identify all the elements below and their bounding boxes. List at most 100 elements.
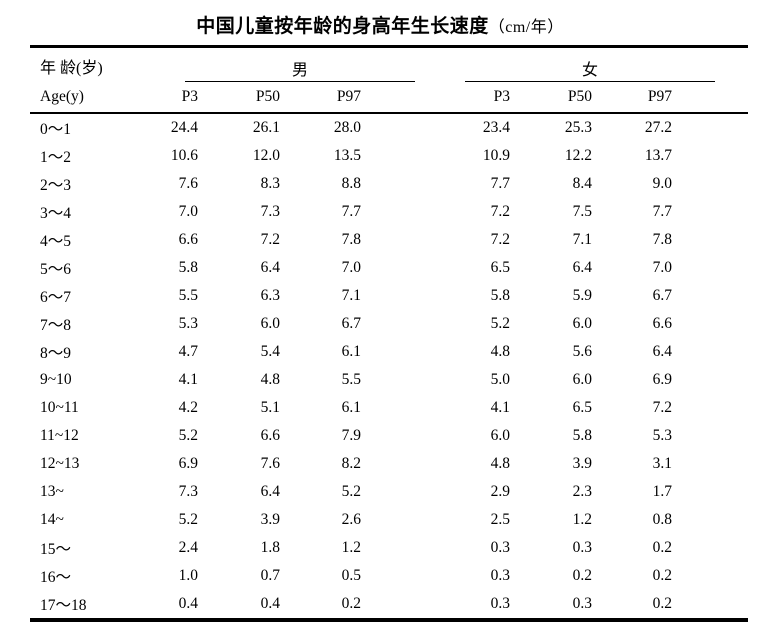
male-value-cell: 0.5	[341, 567, 362, 584]
male-value-cell: 5.2	[178, 427, 198, 444]
female-value-cell: 7.8	[652, 231, 673, 248]
female-value-cell: 5.8	[490, 287, 511, 304]
age-cell: 12~13	[40, 455, 80, 472]
male-value-cell: 5.8	[178, 259, 198, 276]
female-value-cell: 4.8	[490, 455, 511, 472]
male-value-cell: 6.7	[341, 315, 362, 332]
male-value-cell: 5.2	[341, 483, 362, 500]
table-row: 3～4 7.0 7.3 7.7 7.2 7.5 7.7	[30, 198, 748, 226]
male-value-cell: 6.0	[260, 315, 280, 332]
age-cell: 17～18	[40, 597, 87, 614]
table-row: 6～7 5.5 6.3 7.1 5.8 5.9 6.7	[30, 282, 748, 310]
female-value-cell: 6.5	[572, 399, 593, 416]
male-p97-header: P97	[280, 82, 362, 114]
table-title-text: 中国儿童按年龄的身高年生长速度	[196, 16, 489, 37]
male-value-cell: 8.2	[341, 455, 362, 472]
age-cell: 6～7	[40, 289, 72, 306]
female-value-cell: 1.2	[572, 511, 593, 528]
female-value-cell: 7.7	[490, 175, 511, 192]
female-p50-header: P50	[510, 82, 593, 114]
female-value-cell: 6.4	[652, 343, 673, 360]
table-row: 5～6 5.8 6.4 7.0 6.5 6.4 7.0	[30, 254, 748, 282]
spacer-cell	[672, 562, 748, 590]
age-cell: 0～1	[40, 121, 72, 138]
spacer-cell	[672, 450, 748, 478]
header-group-row: 年 龄(岁) 男 女	[30, 47, 748, 82]
age-cell: 15～	[40, 541, 72, 558]
table-row: 0～1 24.4 26.1 28.0 23.4 25.3 27.2	[30, 113, 748, 142]
female-value-cell: 2.3	[572, 483, 593, 500]
female-value-cell: 7.0	[652, 259, 673, 276]
female-value-cell: 0.3	[490, 595, 511, 612]
male-value-cell: 7.9	[341, 427, 362, 444]
male-value-cell: 4.8	[260, 371, 280, 388]
table-row: 4～5 6.6 7.2 7.8 7.2 7.1 7.8	[30, 226, 748, 254]
male-value-cell: 5.2	[178, 511, 198, 528]
female-value-cell: 6.4	[572, 259, 593, 276]
female-value-cell: 6.0	[572, 315, 593, 332]
table-row: 15～ 2.4 1.8 1.2 0.3 0.3 0.2	[30, 534, 748, 562]
female-value-cell: 7.1	[572, 231, 593, 248]
age-cell: 9~10	[40, 371, 72, 388]
female-value-cell: 7.7	[652, 203, 673, 220]
spacer-cell	[672, 338, 748, 366]
male-value-cell: 3.9	[260, 511, 280, 528]
spacer-cell	[672, 366, 748, 394]
table-row: 7～8 5.3 6.0 6.7 5.2 6.0 6.6	[30, 310, 748, 338]
table-title: 中国儿童按年龄的身高年生长速度（cm/年）	[0, 11, 760, 38]
female-value-cell: 0.3	[490, 567, 511, 584]
male-value-cell: 6.3	[260, 287, 280, 304]
male-value-cell: 5.1	[260, 399, 280, 416]
male-value-cell: 6.1	[341, 399, 362, 416]
age-cell: 8～9	[40, 345, 72, 362]
female-value-cell: 6.7	[652, 287, 673, 304]
male-value-cell: 7.8	[341, 231, 362, 248]
female-value-cell: 5.9	[572, 287, 593, 304]
female-value-cell: 0.3	[572, 595, 593, 612]
age-cell: 11~12	[40, 427, 79, 444]
female-value-cell: 4.8	[490, 343, 511, 360]
female-value-cell: 3.1	[652, 455, 673, 472]
male-value-cell: 1.8	[260, 539, 280, 556]
age-cell: 14~	[40, 511, 64, 528]
male-value-cell: 7.1	[341, 287, 362, 304]
male-group-cell: 男	[125, 47, 415, 82]
age-cell: 2～3	[40, 177, 72, 194]
female-value-cell: 4.1	[490, 399, 511, 416]
female-value-cell: 7.5	[572, 203, 593, 220]
spacer-cell	[672, 422, 748, 450]
male-value-cell: 7.2	[260, 231, 280, 248]
male-group-label: 男	[185, 56, 415, 82]
spacer-cell	[672, 113, 748, 142]
spacer-cell	[672, 394, 748, 422]
male-value-cell: 7.3	[178, 483, 198, 500]
female-value-cell: 3.9	[572, 455, 593, 472]
female-value-cell: 12.2	[564, 147, 593, 164]
age-cell: 4～5	[40, 233, 72, 250]
male-value-cell: 28.0	[333, 119, 362, 136]
male-value-cell: 6.6	[178, 231, 198, 248]
spacer-cell	[672, 310, 748, 338]
male-p50-header: P50	[198, 82, 280, 114]
female-value-cell: 6.0	[490, 427, 511, 444]
age-cell: 3～4	[40, 205, 72, 222]
female-value-cell: 0.8	[652, 511, 673, 528]
table-row: 14~ 5.2 3.9 2.6 2.5 1.2 0.8	[30, 506, 748, 534]
male-value-cell: 0.2	[341, 595, 362, 612]
spacer-cell	[672, 282, 748, 310]
spacer-cell	[672, 534, 748, 562]
male-value-cell: 7.6	[260, 455, 280, 472]
table-row: 1～2 10.6 12.0 13.5 10.9 12.2 13.7	[30, 142, 748, 170]
female-value-cell: 0.2	[652, 539, 673, 556]
male-value-cell: 4.1	[178, 371, 198, 388]
male-value-cell: 6.4	[260, 259, 280, 276]
male-value-cell: 7.7	[341, 203, 362, 220]
female-value-cell: 6.5	[490, 259, 511, 276]
female-value-cell: 0.2	[652, 595, 673, 612]
female-value-cell: 5.8	[572, 427, 593, 444]
age-header-cn: 年 龄(岁)	[40, 60, 103, 77]
male-value-cell: 13.5	[333, 147, 362, 164]
table-title-unit: （cm/年）	[488, 19, 564, 36]
male-value-cell: 8.3	[260, 175, 280, 192]
female-value-cell: 5.0	[490, 371, 511, 388]
